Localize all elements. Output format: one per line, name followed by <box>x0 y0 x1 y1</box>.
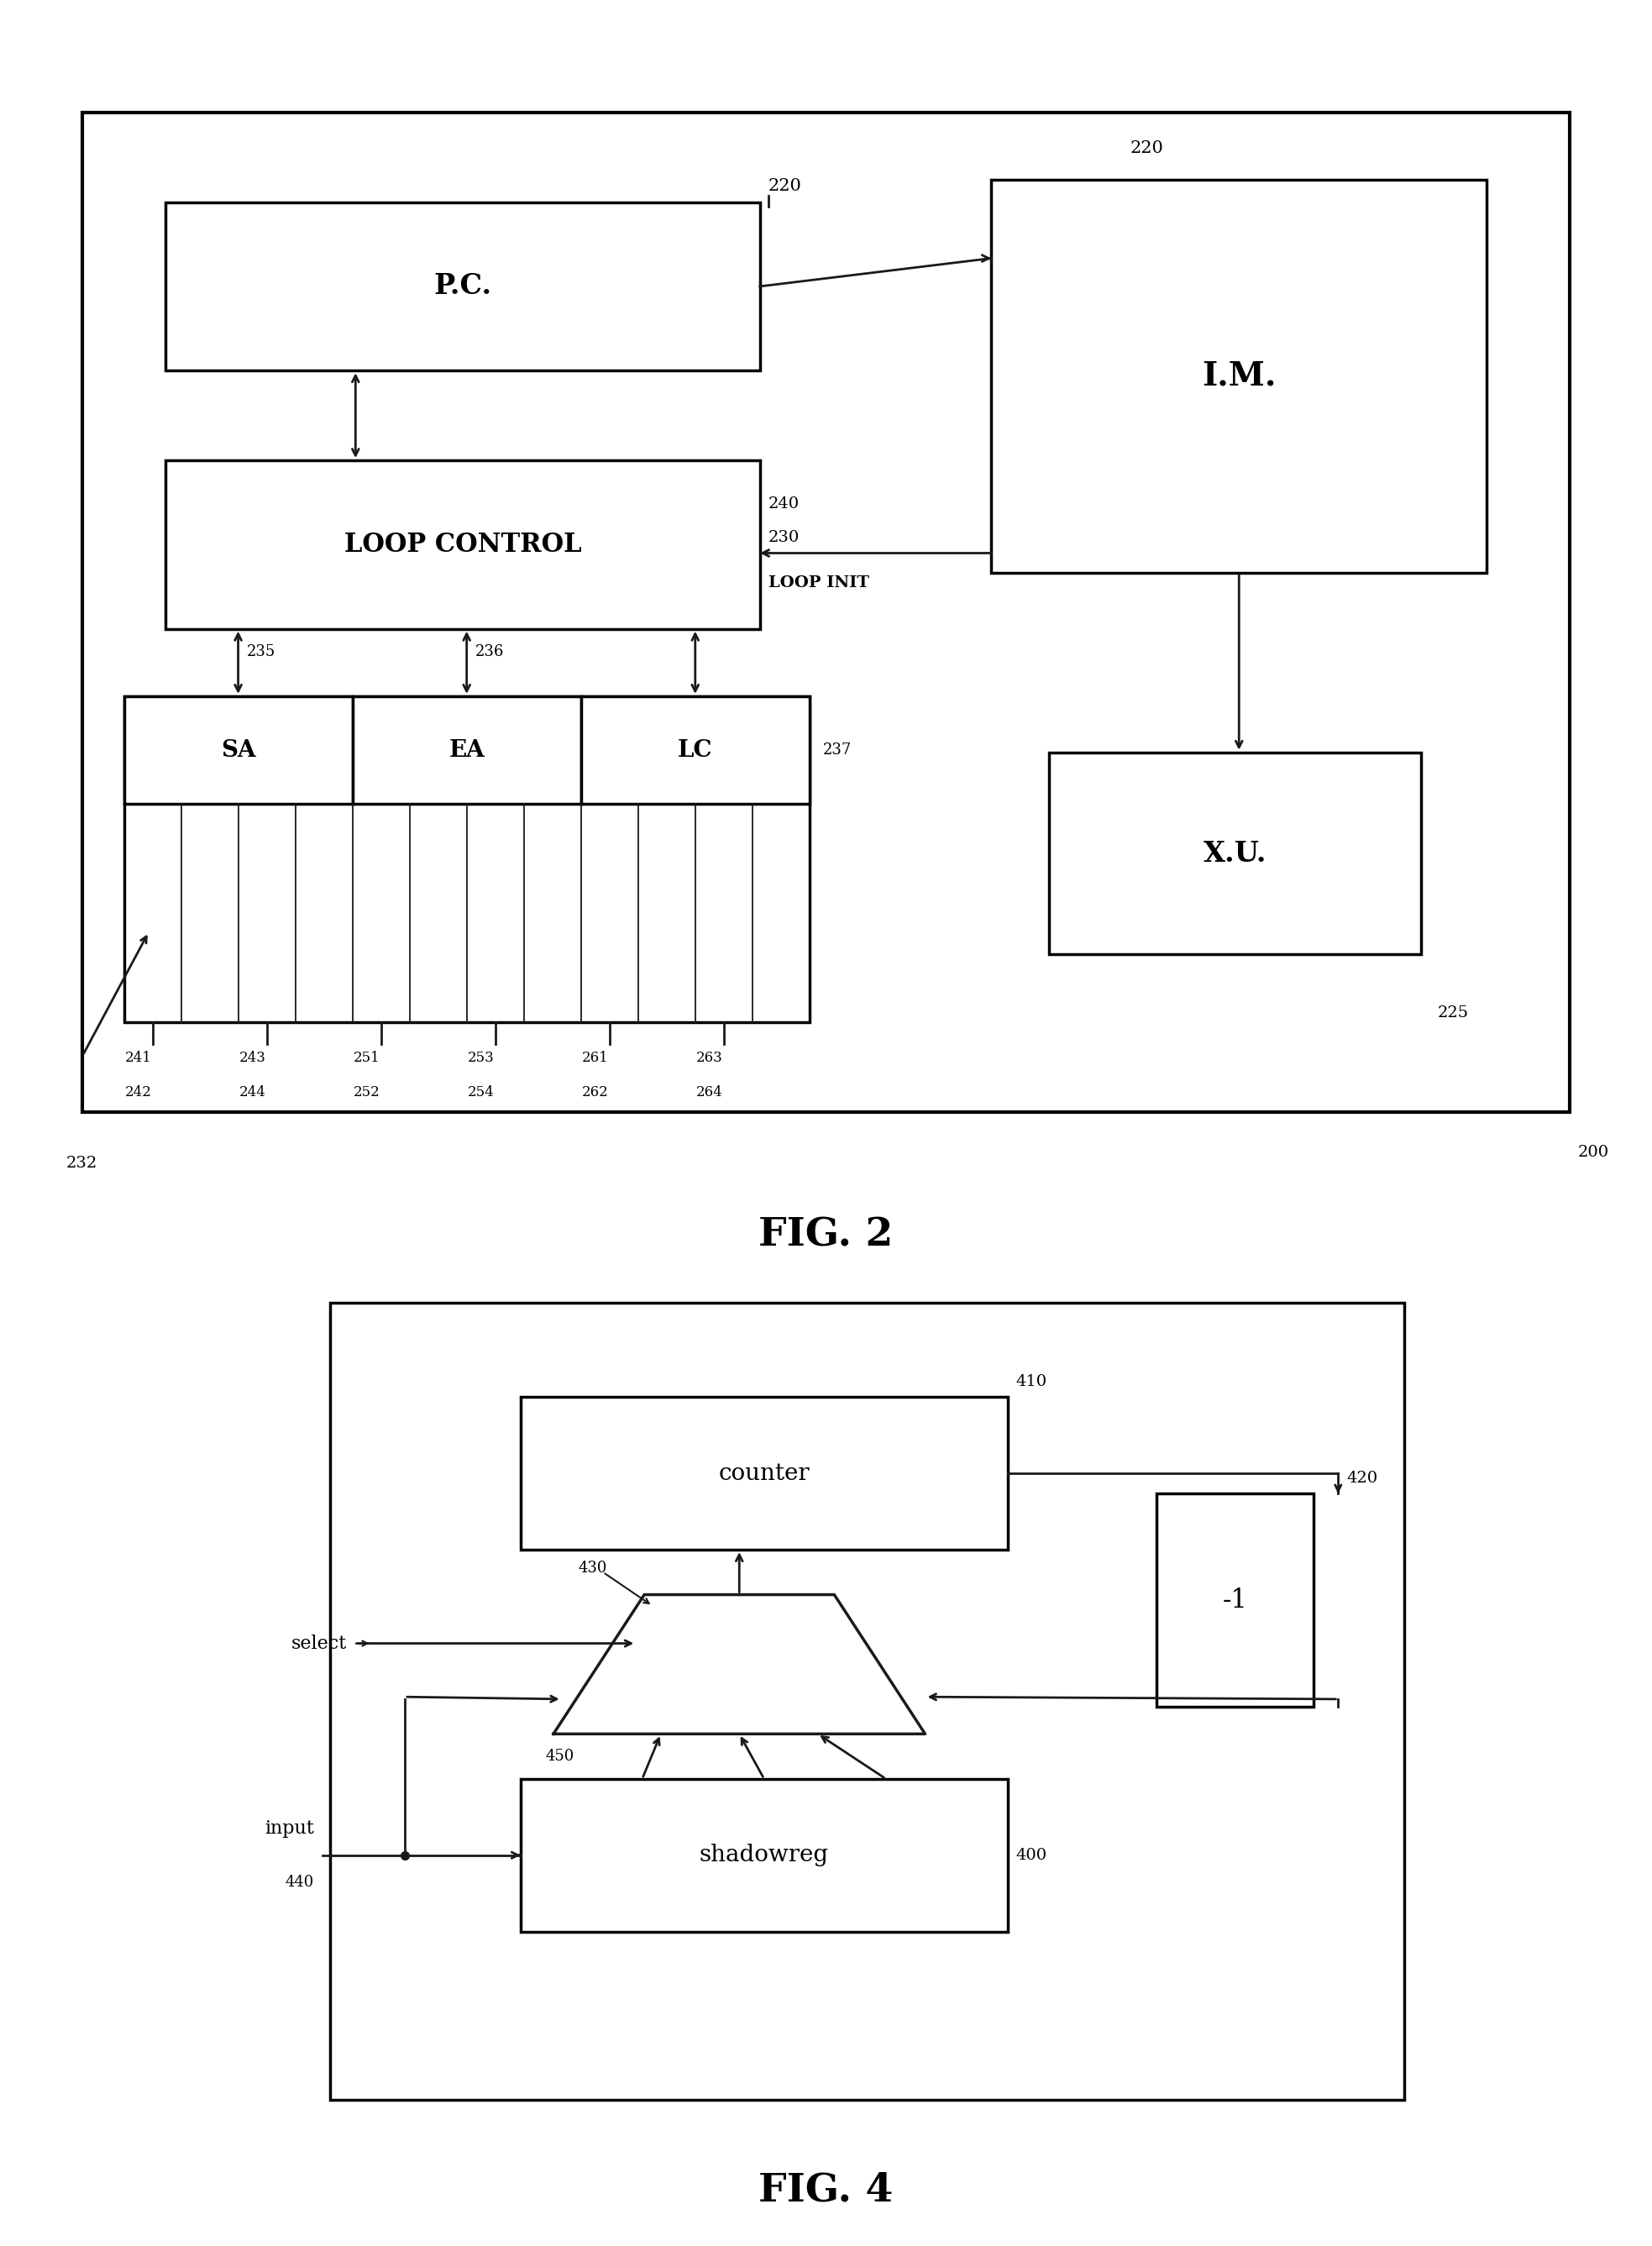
Text: 232: 232 <box>66 1157 97 1170</box>
Bar <box>83 112 1569 1112</box>
Text: 244: 244 <box>240 1085 266 1098</box>
Text: FIG. 2: FIG. 2 <box>758 1215 894 1256</box>
Bar <box>520 1397 1008 1550</box>
Text: 220: 220 <box>768 177 801 193</box>
Text: -1: -1 <box>1222 1588 1247 1613</box>
Text: 240: 240 <box>768 496 800 512</box>
Text: 235: 235 <box>246 645 276 658</box>
Text: SA: SA <box>221 739 256 761</box>
Text: 236: 236 <box>476 645 504 658</box>
Text: 400: 400 <box>1016 1848 1047 1862</box>
Text: select: select <box>291 1635 347 1653</box>
Text: 225: 225 <box>1437 1006 1469 1020</box>
Text: 243: 243 <box>240 1051 266 1065</box>
Bar <box>165 202 760 371</box>
Text: 440: 440 <box>286 1875 314 1889</box>
Text: 230: 230 <box>768 530 800 546</box>
Text: counter: counter <box>719 1462 809 1485</box>
Text: 220: 220 <box>1130 139 1163 155</box>
Text: EA: EA <box>449 739 484 761</box>
Text: 200: 200 <box>1578 1145 1609 1159</box>
Text: input: input <box>264 1819 314 1837</box>
Text: 450: 450 <box>545 1750 573 1763</box>
Text: LOOP INIT: LOOP INIT <box>768 575 869 591</box>
Text: P.C.: P.C. <box>433 272 492 301</box>
Text: 261: 261 <box>582 1051 608 1065</box>
Bar <box>520 1779 1008 1932</box>
Text: 237: 237 <box>823 743 851 757</box>
Text: 263: 263 <box>695 1051 724 1065</box>
Text: I.M.: I.M. <box>1203 359 1275 393</box>
Bar <box>330 1303 1404 2100</box>
Text: 262: 262 <box>582 1085 608 1098</box>
Text: shadowreg: shadowreg <box>699 1844 829 1866</box>
Text: 241: 241 <box>126 1051 152 1065</box>
Text: 420: 420 <box>1346 1471 1378 1485</box>
Bar <box>352 696 582 804</box>
Bar <box>1049 752 1421 955</box>
Text: 264: 264 <box>695 1085 724 1098</box>
Text: 252: 252 <box>354 1085 380 1098</box>
Text: 251: 251 <box>354 1051 380 1065</box>
Text: X.U.: X.U. <box>1203 840 1267 867</box>
Text: LOOP CONTROL: LOOP CONTROL <box>344 532 582 557</box>
Bar <box>124 696 352 804</box>
Bar <box>165 460 760 629</box>
Text: 430: 430 <box>578 1561 606 1574</box>
Text: 242: 242 <box>126 1085 152 1098</box>
Bar <box>124 696 809 1022</box>
Text: 410: 410 <box>1016 1375 1047 1388</box>
Text: FIG. 4: FIG. 4 <box>758 2170 894 2210</box>
Text: 253: 253 <box>468 1051 494 1065</box>
Text: 254: 254 <box>468 1085 494 1098</box>
Bar <box>991 180 1487 573</box>
Bar <box>1156 1494 1313 1707</box>
Text: LC: LC <box>677 739 712 761</box>
Bar <box>582 696 809 804</box>
